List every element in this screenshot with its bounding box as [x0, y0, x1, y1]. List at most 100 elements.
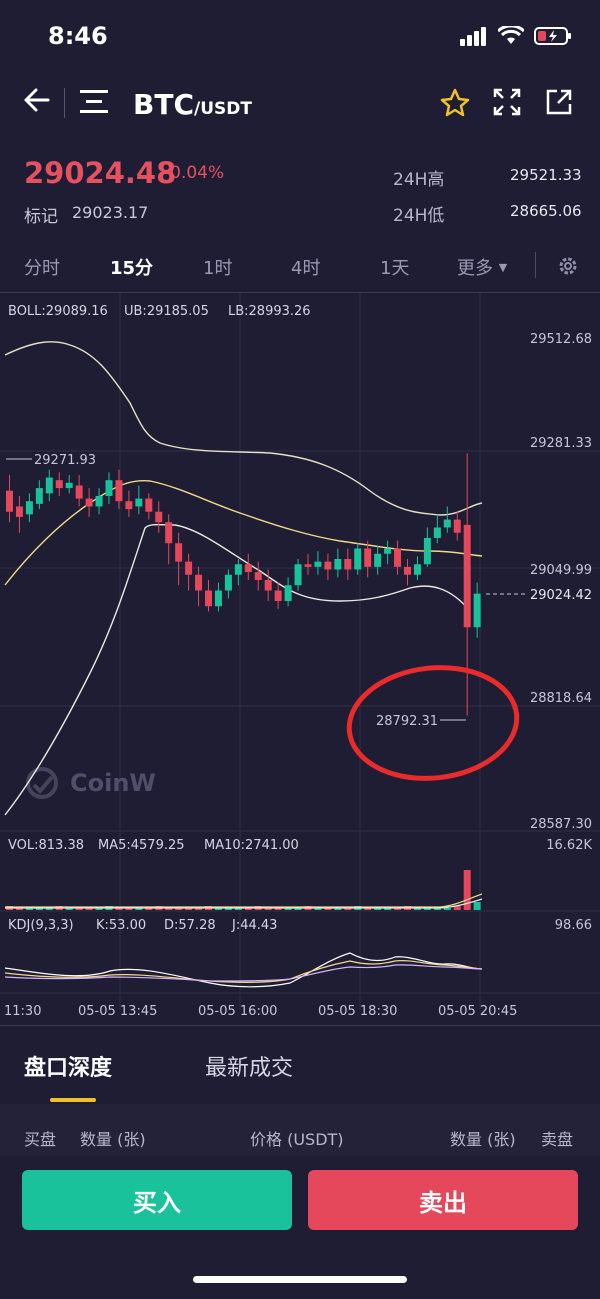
- candle-body: [364, 548, 372, 567]
- vol-ma-line: [5, 893, 483, 908]
- candle-body: [125, 501, 133, 510]
- d-value: D:57.28: [164, 918, 216, 933]
- star-icon: [440, 88, 470, 117]
- volume-bar: [443, 908, 451, 910]
- candle-body: [244, 564, 252, 573]
- kdj-d-line: [4, 964, 483, 982]
- candle-body: [105, 480, 113, 496]
- volume-bar: [15, 908, 23, 910]
- favorite-button[interactable]: [440, 88, 470, 122]
- candle-body: [404, 566, 411, 575]
- candle-body: [75, 485, 83, 499]
- tab-1h[interactable]: 1时: [203, 258, 233, 279]
- candle-body: [433, 527, 441, 538]
- volume-bar: [125, 908, 133, 910]
- buy-button[interactable]: 买入: [22, 1170, 292, 1230]
- kline-chart[interactable]: BOLL:29089.16 UB:29185.05 LB:28993.26 29…: [0, 292, 600, 1026]
- tab-order-depth[interactable]: 盘口深度: [24, 1056, 113, 1081]
- candle-body: [195, 574, 203, 591]
- price-header: 价格 (USDT): [250, 1130, 344, 1149]
- kdj-max-label: 98.66: [555, 918, 592, 933]
- candle-body: [234, 564, 242, 575]
- sell-button[interactable]: 卖出: [308, 1170, 578, 1230]
- tab-1d[interactable]: 1天: [380, 258, 410, 279]
- candle-body: [224, 574, 232, 591]
- high-24h-label: 24H高: [393, 170, 445, 190]
- candle-body: [264, 579, 272, 591]
- volume-bar: [294, 908, 302, 910]
- candle-body: [304, 564, 312, 567]
- back-button[interactable]: [22, 86, 50, 122]
- volume-bar: [145, 908, 153, 910]
- candle-body: [274, 590, 282, 602]
- time-axis-label: 11:30: [4, 1004, 41, 1019]
- volume-bar: [473, 902, 481, 910]
- volume-bar: [463, 870, 471, 910]
- low-marker-label: 28792.31: [376, 714, 438, 729]
- volume-bar: [135, 908, 143, 910]
- candle-body: [185, 561, 193, 575]
- volume-bar: [364, 908, 372, 910]
- ma5-label: MA5:4579.25: [98, 838, 185, 853]
- lb-label: LB:28993.26: [228, 304, 311, 319]
- watermark-text: CoinW: [70, 769, 156, 797]
- kline-svg: BOLL:29089.16 UB:29185.05 LB:28993.26 29…: [0, 293, 600, 1019]
- j-value: J:44.43: [231, 918, 277, 933]
- menu-button[interactable]: [80, 88, 110, 120]
- volume-bar: [45, 908, 53, 910]
- volume-bar: [185, 908, 193, 910]
- candle-body: [354, 548, 362, 570]
- tab-separator: [535, 252, 536, 278]
- volume-bar: [165, 908, 173, 910]
- price-axis-label: 28818.64: [530, 691, 592, 706]
- dropdown-triangle-icon: ▼: [498, 261, 508, 274]
- candle-body: [175, 543, 183, 562]
- status-time: 8:46: [48, 22, 108, 50]
- tab-timeline[interactable]: 分时: [24, 258, 60, 279]
- share-button[interactable]: [545, 88, 573, 120]
- volume-bar: [284, 908, 292, 910]
- candle-body: [155, 511, 163, 523]
- tab-4h[interactable]: 4时: [291, 258, 321, 279]
- trading-pair[interactable]: BTC/USDT: [133, 88, 252, 121]
- volume-bar: [115, 908, 123, 910]
- volume-bar: [334, 908, 342, 910]
- tab-15m[interactable]: 15分: [110, 258, 154, 279]
- volume-bar: [423, 908, 431, 910]
- volume-bar: [324, 908, 332, 910]
- tab-more[interactable]: 更多 ▼: [457, 254, 507, 280]
- volume-bar: [394, 908, 402, 910]
- tab-latest-trades[interactable]: 最新成交: [205, 1056, 294, 1081]
- ub-label: UB:29185.05: [124, 304, 209, 319]
- volume-bar: [413, 908, 421, 910]
- vol-ma10-line: [5, 898, 483, 909]
- candle-body: [214, 590, 222, 607]
- vol-max-label: 16.62K: [546, 838, 592, 853]
- volume-bar: [384, 908, 392, 910]
- ma10-label: MA10:2741.00: [204, 838, 299, 853]
- candle-body: [324, 561, 332, 570]
- candle-body: [45, 477, 53, 494]
- high-marker-label: 29271.93: [34, 453, 96, 468]
- candle-body: [473, 593, 481, 628]
- volume-bar: [244, 908, 252, 910]
- k-value: K:53.00: [96, 918, 146, 933]
- current-price-axis: 29024.42: [530, 588, 592, 603]
- volume-bar: [25, 908, 33, 910]
- fullscreen-button[interactable]: [493, 88, 521, 120]
- expand-icon: [493, 88, 521, 116]
- time-axis-label: 05-05 18:30: [318, 1004, 397, 1019]
- volume-bar: [314, 908, 322, 910]
- candle-body: [374, 553, 382, 567]
- share-icon: [546, 89, 572, 115]
- volume-bar: [374, 908, 382, 910]
- volume-bar: [175, 908, 183, 910]
- ask-qty-header: 数量 (张): [450, 1130, 516, 1149]
- pair-quote: /USDT: [194, 99, 252, 119]
- candle-body: [135, 498, 143, 507]
- candle-body: [85, 498, 93, 507]
- boll-upper-line: [4, 341, 483, 516]
- chart-settings-button[interactable]: [557, 255, 579, 281]
- price-change: -0.04%: [164, 163, 225, 183]
- gear-icon: [559, 257, 577, 275]
